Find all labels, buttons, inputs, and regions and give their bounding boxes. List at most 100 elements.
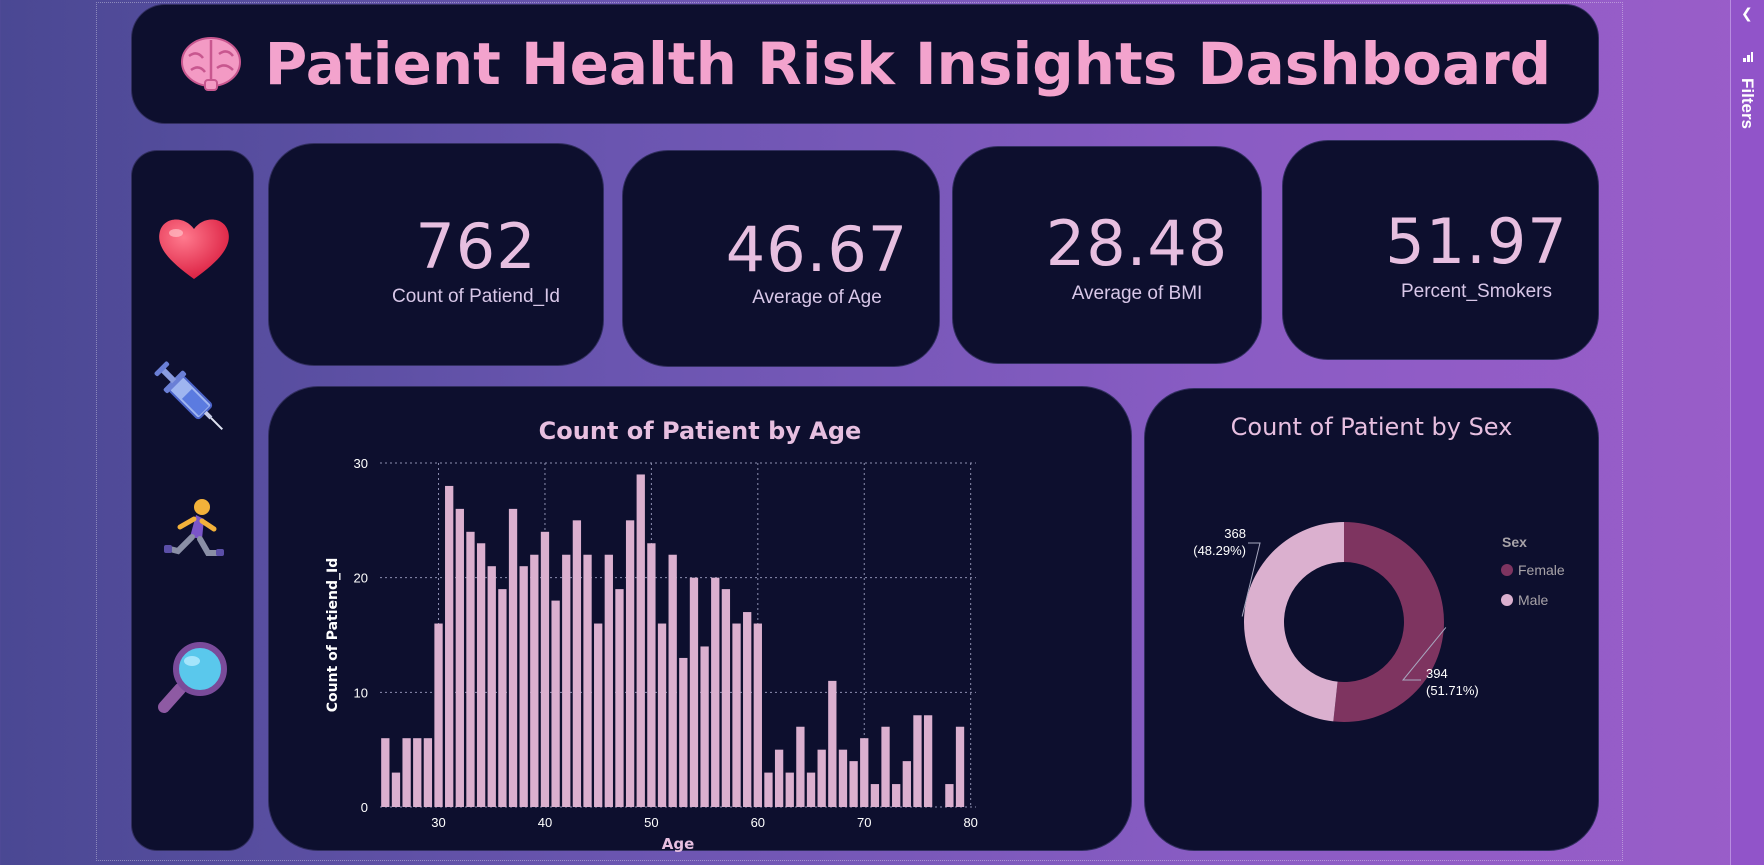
bar[interactable]	[657, 623, 667, 807]
chart-title: Count of Patient by Sex	[1230, 413, 1513, 441]
y-tick-label: 10	[354, 685, 368, 700]
bar[interactable]	[732, 623, 741, 807]
y-tick-label: 30	[354, 456, 368, 471]
kpi-card-percent-smokers: 51.97 Percent_Smokers	[1282, 140, 1599, 360]
bar[interactable]	[423, 738, 433, 807]
filter-icon	[1743, 52, 1753, 62]
x-axis-label: Age	[662, 835, 695, 852]
bar[interactable]	[785, 772, 794, 807]
bar[interactable]	[487, 566, 496, 807]
kpi-card-patient-count: 762 Count of Patiend_Id	[268, 143, 604, 366]
bar[interactable]	[413, 738, 422, 807]
magnifier-icon	[154, 637, 234, 717]
bar[interactable]	[753, 623, 762, 807]
kpi-label: Percent_Smokers	[1400, 281, 1552, 302]
x-tick-label: 60	[751, 815, 765, 830]
kpi-value: 762	[415, 210, 537, 283]
page-title-text: Patient Health Risk Insights Dashboard	[264, 30, 1552, 98]
x-tick-label: 80	[963, 815, 977, 830]
bar[interactable]	[391, 772, 401, 807]
kpi-label: Average of Age	[752, 287, 882, 308]
bar[interactable]	[892, 784, 901, 807]
page-title: Patient Health Risk Insights Dashboard	[132, 5, 1598, 123]
bar[interactable]	[466, 531, 475, 807]
brain-icon	[179, 34, 243, 94]
kpi-card-average-bmi: 28.48 Average of BMI	[952, 146, 1262, 364]
bar[interactable]	[721, 589, 731, 807]
collapse-chevron-icon[interactable]: ❮	[1741, 6, 1753, 22]
bar[interactable]	[625, 520, 635, 807]
y-tick-label: 0	[361, 800, 368, 815]
sex-donut-chart-panel: Count of Patient by Sex 394 (51.71%) 368 (4…	[1144, 388, 1599, 851]
x-tick-label: 50	[644, 815, 658, 830]
bar[interactable]	[604, 554, 613, 807]
bar[interactable]	[955, 726, 965, 807]
bar[interactable]	[540, 531, 550, 807]
bar[interactable]	[508, 508, 518, 807]
bar[interactable]	[455, 508, 464, 807]
kpi-value: 51.97	[1385, 205, 1568, 278]
bar[interactable]	[519, 566, 528, 807]
legend-item-male[interactable]: Male	[1518, 592, 1549, 608]
heart-icon	[154, 209, 234, 289]
bar[interactable]	[689, 577, 699, 807]
x-tick-label: 70	[857, 815, 871, 830]
bar[interactable]	[583, 554, 592, 807]
bar[interactable]	[838, 749, 848, 807]
kpi-label: Average of BMI	[1071, 283, 1203, 304]
kpi-label: Count of Patiend_Id	[392, 286, 560, 307]
bar[interactable]	[615, 589, 624, 807]
chart-title: Count of Patient by Age	[538, 417, 862, 445]
bar[interactable]	[849, 761, 858, 807]
bar[interactable]	[870, 784, 880, 807]
bar[interactable]	[774, 749, 784, 807]
bar[interactable]	[636, 474, 645, 807]
data-label-leader	[1241, 542, 1261, 617]
bar[interactable]	[828, 680, 837, 807]
bar[interactable]	[647, 543, 656, 807]
bar[interactable]	[711, 577, 720, 807]
y-axis-label: Count of Patiend_Id	[325, 558, 341, 713]
bar[interactable]	[551, 600, 560, 807]
bar[interactable]	[881, 726, 890, 807]
bar[interactable]	[562, 554, 571, 807]
bar[interactable]	[594, 623, 603, 807]
donut-slice-female[interactable]	[1333, 522, 1444, 722]
data-label-value: 394	[1426, 666, 1448, 681]
bar[interactable]	[679, 657, 688, 807]
bar[interactable]	[476, 543, 486, 807]
legend-marker[interactable]	[1501, 564, 1513, 576]
bar[interactable]	[817, 749, 826, 807]
runner-icon	[154, 493, 234, 573]
bar[interactable]	[445, 485, 454, 807]
bar[interactable]	[668, 554, 677, 807]
filters-pane[interactable]: ❮ Filters	[1730, 0, 1764, 865]
bar[interactable]	[381, 738, 390, 807]
legend-item-female[interactable]: Female	[1518, 562, 1565, 578]
bar[interactable]	[434, 623, 443, 807]
bar[interactable]	[743, 612, 752, 807]
bar[interactable]	[764, 772, 773, 807]
kpi-value: 28.48	[1045, 207, 1229, 280]
bar[interactable]	[860, 738, 869, 807]
report-canvas	[96, 2, 1623, 861]
legend-marker[interactable]	[1501, 594, 1513, 606]
title-panel: Patient Health Risk Insights Dashboard	[131, 4, 1599, 124]
bar[interactable]	[913, 715, 922, 807]
syringe-icon	[154, 361, 234, 441]
bar[interactable]	[806, 772, 816, 807]
data-label-value: 368	[1224, 526, 1246, 541]
bar[interactable]	[402, 738, 411, 807]
bar[interactable]	[700, 646, 709, 807]
bar[interactable]	[498, 589, 507, 807]
sex-donut-chart[interactable]: 394 (51.71%) 368 (48.29%) Sex Female Male	[1145, 389, 1600, 852]
filters-label[interactable]: Filters	[1738, 78, 1757, 130]
donut-slice-male[interactable]	[1244, 522, 1344, 722]
bar[interactable]	[796, 726, 805, 807]
bar[interactable]	[572, 520, 582, 807]
age-bar-chart[interactable]: 0 10 20 30 30 40 50 60 70 80 Age Count of Patiend_I…	[269, 387, 1133, 852]
bar[interactable]	[923, 715, 933, 807]
bar[interactable]	[530, 554, 539, 807]
bar[interactable]	[902, 761, 911, 807]
bar[interactable]	[945, 784, 954, 807]
